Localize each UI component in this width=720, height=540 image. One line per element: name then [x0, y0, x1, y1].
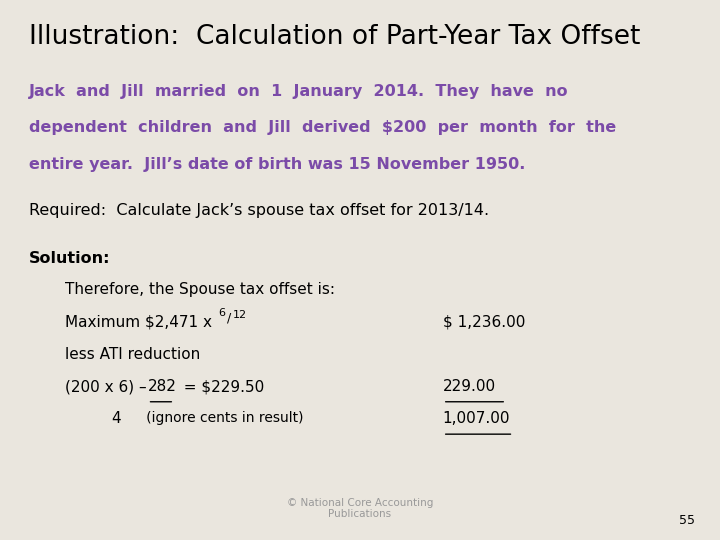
Text: Maximum $2,471 x: Maximum $2,471 x — [65, 314, 217, 329]
Text: dependent  children  and  Jill  derived  $200  per  month  for  the: dependent children and Jill derived $200… — [29, 120, 616, 136]
Text: entire year.  Jill’s date of birth was 15 November 1950.: entire year. Jill’s date of birth was 15… — [29, 157, 525, 172]
Text: 4: 4 — [112, 411, 121, 427]
Text: Solution:: Solution: — [29, 251, 110, 266]
Text: Required:  Calculate Jack’s spouse tax offset for 2013/14.: Required: Calculate Jack’s spouse tax of… — [29, 202, 489, 218]
Text: 6: 6 — [218, 308, 225, 318]
Text: 12: 12 — [233, 310, 247, 320]
Text: 1,007.00: 1,007.00 — [443, 411, 510, 427]
Text: 55: 55 — [679, 514, 695, 526]
Text: /: / — [227, 312, 231, 325]
Text: © National Core Accounting
Publications: © National Core Accounting Publications — [287, 498, 433, 519]
Text: Jack  and  Jill  married  on  1  January  2014.  They  have  no: Jack and Jill married on 1 January 2014.… — [29, 84, 568, 99]
Text: 282: 282 — [148, 379, 176, 394]
Text: $ 1,236.00: $ 1,236.00 — [443, 314, 525, 329]
Text: (200 x 6) –: (200 x 6) – — [65, 379, 151, 394]
Text: Illustration:  Calculation of Part-Year Tax Offset: Illustration: Calculation of Part-Year T… — [29, 24, 640, 50]
Text: (ignore cents in result): (ignore cents in result) — [133, 411, 304, 426]
Text: = $229.50: = $229.50 — [174, 379, 264, 394]
Text: less ATI reduction: less ATI reduction — [65, 347, 200, 362]
Text: Therefore, the Spouse tax offset is:: Therefore, the Spouse tax offset is: — [65, 282, 335, 297]
Text: 229.00: 229.00 — [443, 379, 496, 394]
